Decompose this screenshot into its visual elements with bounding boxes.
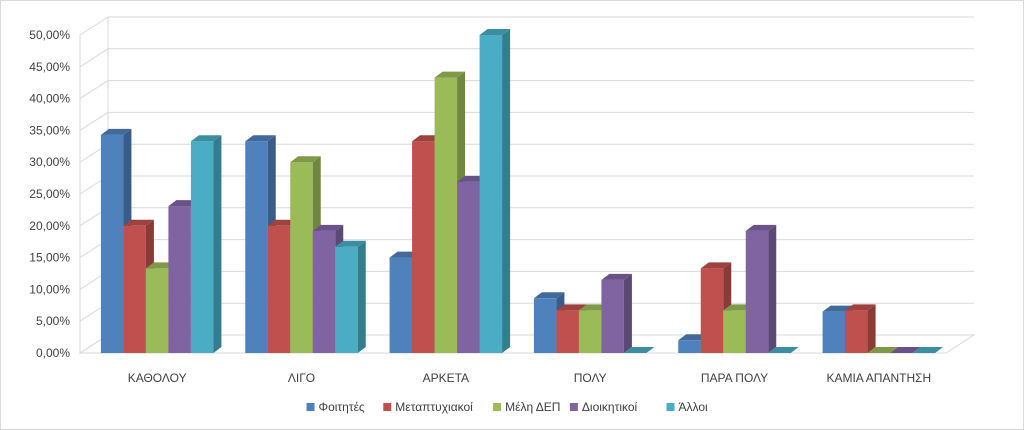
bar-top (245, 135, 276, 142)
bar-top (312, 224, 344, 231)
x-category-label: ΚΑΜΙΑ ΑΠΑΝΤΗΣΗ (826, 371, 931, 385)
bar-front (723, 310, 746, 353)
bar-top (912, 347, 944, 353)
bar-front (190, 141, 214, 353)
x-category-label: ΑΡΚΕΤΑ (423, 371, 469, 385)
legend-label: Διοικητικοί (582, 400, 638, 414)
bar-front (100, 134, 124, 353)
bar (845, 304, 876, 353)
bar (479, 29, 511, 353)
x-category-label: ΠΟΛΥ (574, 371, 607, 385)
bar-top (867, 347, 899, 353)
bar-front (145, 268, 169, 353)
x-category-label: ΛΙΓΟ (288, 371, 315, 385)
y-tick-label: 25,00% (29, 187, 70, 201)
bar-top (556, 304, 587, 311)
y-tick-label: 50,00% (29, 28, 70, 42)
legend-label: Μέλη ΔΕΠ (505, 400, 560, 414)
bar-top (845, 304, 876, 311)
y-tick-label: 45,00% (29, 60, 70, 74)
x-category-label: ΚΑΘΟΛΟΥ (128, 371, 187, 385)
bar-side (768, 224, 777, 353)
bar (912, 347, 944, 353)
y-tick-label: 20,00% (29, 219, 70, 233)
legend-swatch (306, 403, 315, 411)
bar-top (335, 240, 366, 247)
bar (601, 273, 632, 353)
bar-front (335, 246, 358, 353)
bar-top (623, 347, 655, 353)
bar-front (601, 279, 624, 353)
bar-front (434, 77, 458, 353)
y-tick-label: 0,00% (36, 346, 70, 360)
bar-front (123, 225, 146, 353)
legend-swatch (383, 403, 392, 411)
bar (745, 224, 777, 353)
bar (867, 347, 899, 353)
bar-front (745, 230, 769, 353)
bar-top (123, 219, 154, 226)
bar-top (768, 347, 799, 353)
bar-top (745, 224, 777, 231)
gridline-side (79, 111, 109, 131)
y-tick-label: 15,00% (29, 251, 70, 265)
bar-top (100, 128, 132, 135)
y-tick-label: 35,00% (29, 123, 70, 137)
y-tick-label: 10,00% (29, 282, 70, 296)
bar-front (556, 310, 579, 353)
bar-front (578, 310, 602, 353)
y-tick-label: 30,00% (29, 155, 70, 169)
x-category-label: ΠΑΡΑ ΠΟΛΥ (701, 371, 768, 385)
bar-top (601, 273, 632, 280)
bar-front (678, 340, 701, 353)
bar-top (434, 71, 466, 78)
bar-side (213, 135, 222, 353)
bar-front (290, 162, 313, 353)
bar-front (245, 141, 268, 353)
gridline-side (79, 16, 109, 36)
bar-top (190, 135, 222, 142)
bar-front (700, 268, 724, 353)
legend-label: Φοιτητές (319, 400, 365, 414)
bar-side (502, 29, 511, 353)
bar-top (700, 262, 732, 269)
bar-side (867, 304, 876, 353)
bar-front (845, 310, 868, 353)
bar-top (890, 347, 921, 353)
bar (890, 347, 921, 353)
bar-front (267, 225, 291, 353)
bar (623, 347, 655, 353)
bar-front (822, 311, 846, 353)
legend-swatch (666, 403, 675, 411)
bar-front (457, 181, 480, 353)
bar-top (290, 156, 321, 163)
bar-front (168, 206, 191, 353)
legend-label: Άλλοι (679, 400, 709, 414)
gridline-side (79, 48, 109, 68)
legend-label: Μεταπτυχιακοί (395, 400, 473, 414)
bar (768, 347, 799, 353)
y-tick-label: 40,00% (29, 92, 70, 106)
bar-front (412, 141, 435, 353)
legend-swatch (493, 403, 502, 411)
bar-side (623, 273, 632, 353)
bar-side (357, 240, 366, 353)
bar (190, 135, 222, 353)
bar (335, 240, 366, 353)
legend-swatch (569, 403, 578, 411)
bar-front (389, 257, 413, 353)
bar-top (533, 292, 565, 299)
bar-top (479, 29, 511, 35)
bar-front (533, 298, 557, 353)
bar-front (479, 35, 503, 353)
y-tick-label: 5,00% (36, 314, 70, 328)
bar-front (312, 230, 336, 353)
gridline-side (79, 80, 109, 100)
